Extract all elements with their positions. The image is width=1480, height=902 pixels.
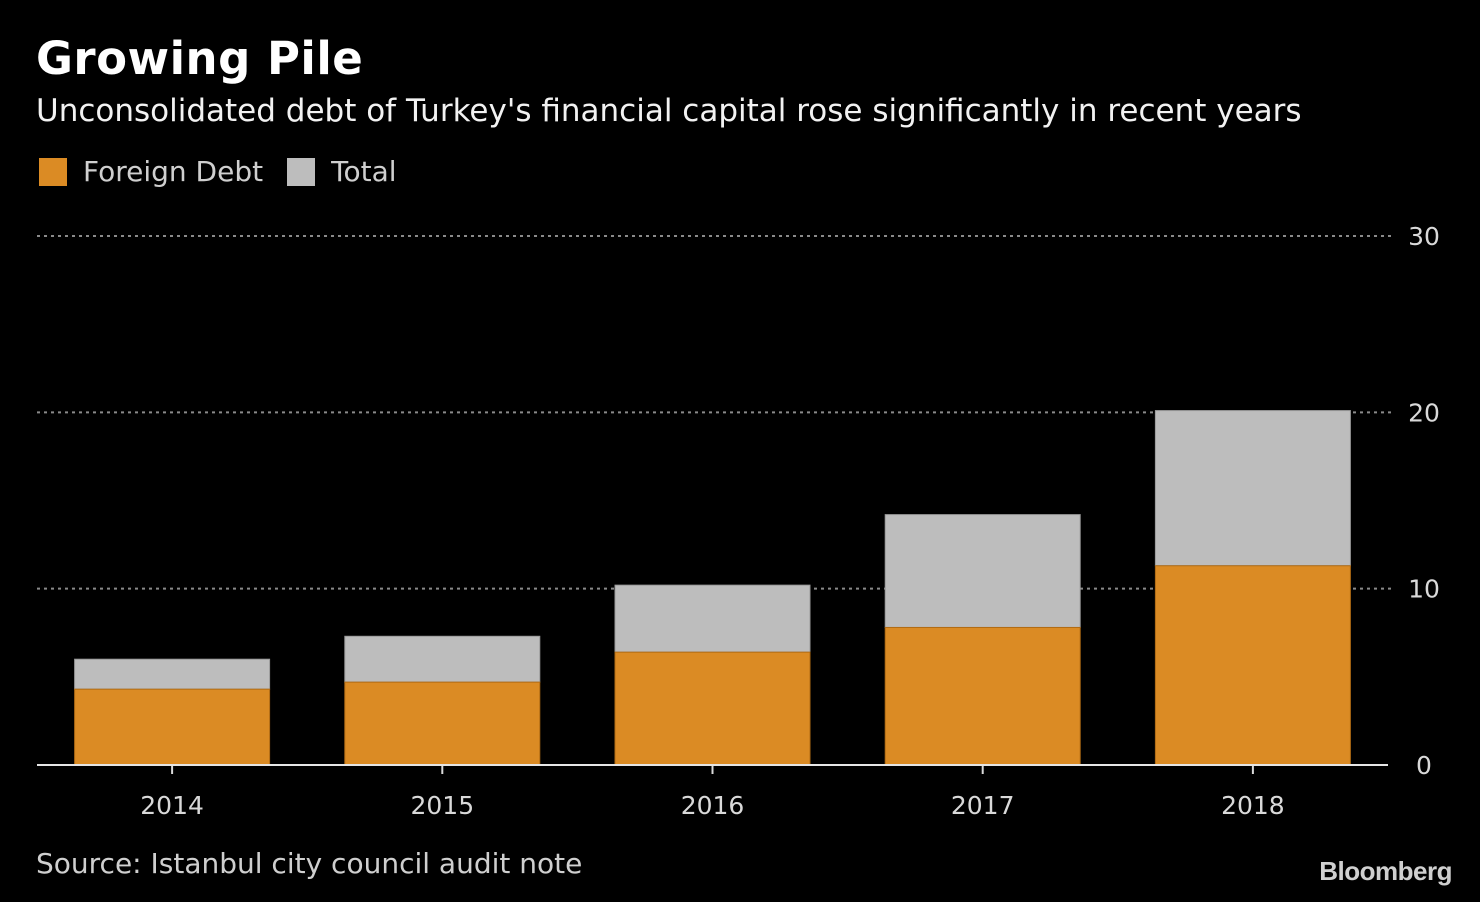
bar-foreign-debt-2016 bbox=[614, 651, 811, 766]
x-tick-label-2015: 2015 bbox=[410, 791, 474, 820]
axes: 0 10 20 30 2014 2015 2016 2017 2018 bbox=[37, 222, 1440, 820]
legend-label-foreign-debt: Foreign Debt bbox=[83, 155, 264, 188]
y-tick-label-30: 30 bbox=[1408, 222, 1440, 251]
bar-total-2014 bbox=[74, 658, 271, 690]
bar-total-2017 bbox=[884, 514, 1081, 628]
x-tick-label-2018: 2018 bbox=[1221, 791, 1285, 820]
x-tick-label-2016: 2016 bbox=[681, 791, 745, 820]
legend: Foreign Debt Total bbox=[39, 158, 421, 186]
legend-swatch-foreign-debt bbox=[39, 158, 67, 186]
bar-foreign-debt-2018 bbox=[1154, 565, 1351, 766]
legend-label-total: Total bbox=[331, 155, 397, 188]
bars bbox=[74, 410, 1351, 766]
bar-total-2015 bbox=[344, 635, 541, 683]
legend-item-total: Total bbox=[287, 155, 397, 188]
bar-total-2016 bbox=[614, 584, 811, 653]
y-tick-label-0: 0 bbox=[1416, 751, 1432, 780]
chart-title: Growing Pile bbox=[36, 32, 364, 85]
chart-subtitle: Unconsolidated debt of Turkey's financia… bbox=[36, 93, 1302, 129]
bar-total-2018 bbox=[1154, 410, 1351, 567]
bloomberg-logo: Bloomberg bbox=[1319, 856, 1452, 886]
bar-foreign-debt-2015 bbox=[344, 681, 541, 766]
x-tick-label-2017: 2017 bbox=[951, 791, 1015, 820]
bar-foreign-debt-2017 bbox=[884, 626, 1081, 766]
legend-item-foreign-debt: Foreign Debt bbox=[39, 158, 263, 186]
source-note: Source: Istanbul city council audit note bbox=[36, 847, 583, 880]
y-tick-label-10: 10 bbox=[1408, 575, 1440, 604]
y-tick-label-20: 20 bbox=[1408, 398, 1440, 427]
bar-foreign-debt-2014 bbox=[74, 688, 271, 766]
x-tick-label-2014: 2014 bbox=[140, 791, 204, 820]
legend-swatch-total bbox=[287, 158, 316, 186]
